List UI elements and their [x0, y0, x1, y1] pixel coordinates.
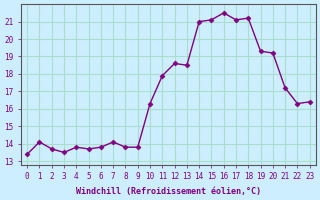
X-axis label: Windchill (Refroidissement éolien,°C): Windchill (Refroidissement éolien,°C) [76, 187, 261, 196]
